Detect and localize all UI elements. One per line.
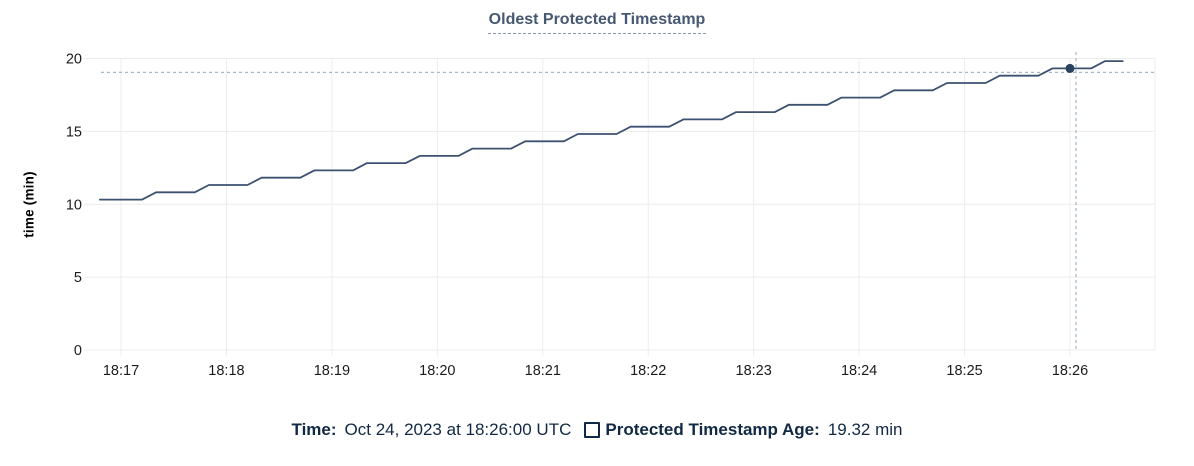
chart-title-row: Oldest Protected Timestamp: [0, 11, 1194, 34]
x-tick-label: 18:25: [946, 363, 982, 379]
x-tick-label: 18:18: [208, 363, 244, 379]
series-line: [99, 60, 1124, 201]
x-tick-label: 18:26: [1052, 363, 1088, 379]
series-checkbox-icon[interactable]: [584, 422, 601, 438]
x-tick-label: 18:19: [314, 363, 350, 379]
x-tick-label: 18:21: [525, 363, 561, 379]
y-tick-label: 15: [66, 124, 82, 140]
y-tick-label: 5: [74, 270, 82, 286]
x-tick-label: 18:24: [841, 363, 877, 379]
legend-series-label: Protected Timestamp Age:: [605, 420, 820, 439]
x-tick-label: 18:20: [419, 363, 455, 379]
x-tick-label: 18:17: [103, 363, 139, 379]
hover-point: [1065, 63, 1075, 73]
legend-time: Time: Oct 24, 2023 at 18:26:00 UTC: [292, 420, 572, 440]
chart-title[interactable]: Oldest Protected Timestamp: [487, 11, 707, 34]
x-tick-label: 18:22: [630, 363, 666, 379]
y-tick-label: 10: [66, 197, 82, 213]
legend-time-value: Oct 24, 2023 at 18:26:00 UTC: [344, 420, 572, 439]
legend-time-label: Time:: [291, 420, 337, 439]
legend-series-toggle[interactable]: Protected Timestamp Age: 19.32 min: [584, 420, 902, 440]
legend-series-value: 19.32 min: [827, 420, 903, 439]
y-tick-label: 0: [74, 343, 82, 359]
x-tick-label: 18:23: [736, 363, 772, 379]
y-tick-label: 20: [66, 52, 82, 68]
chart-legend: Time: Oct 24, 2023 at 18:26:00 UTC Prote…: [0, 420, 1194, 440]
